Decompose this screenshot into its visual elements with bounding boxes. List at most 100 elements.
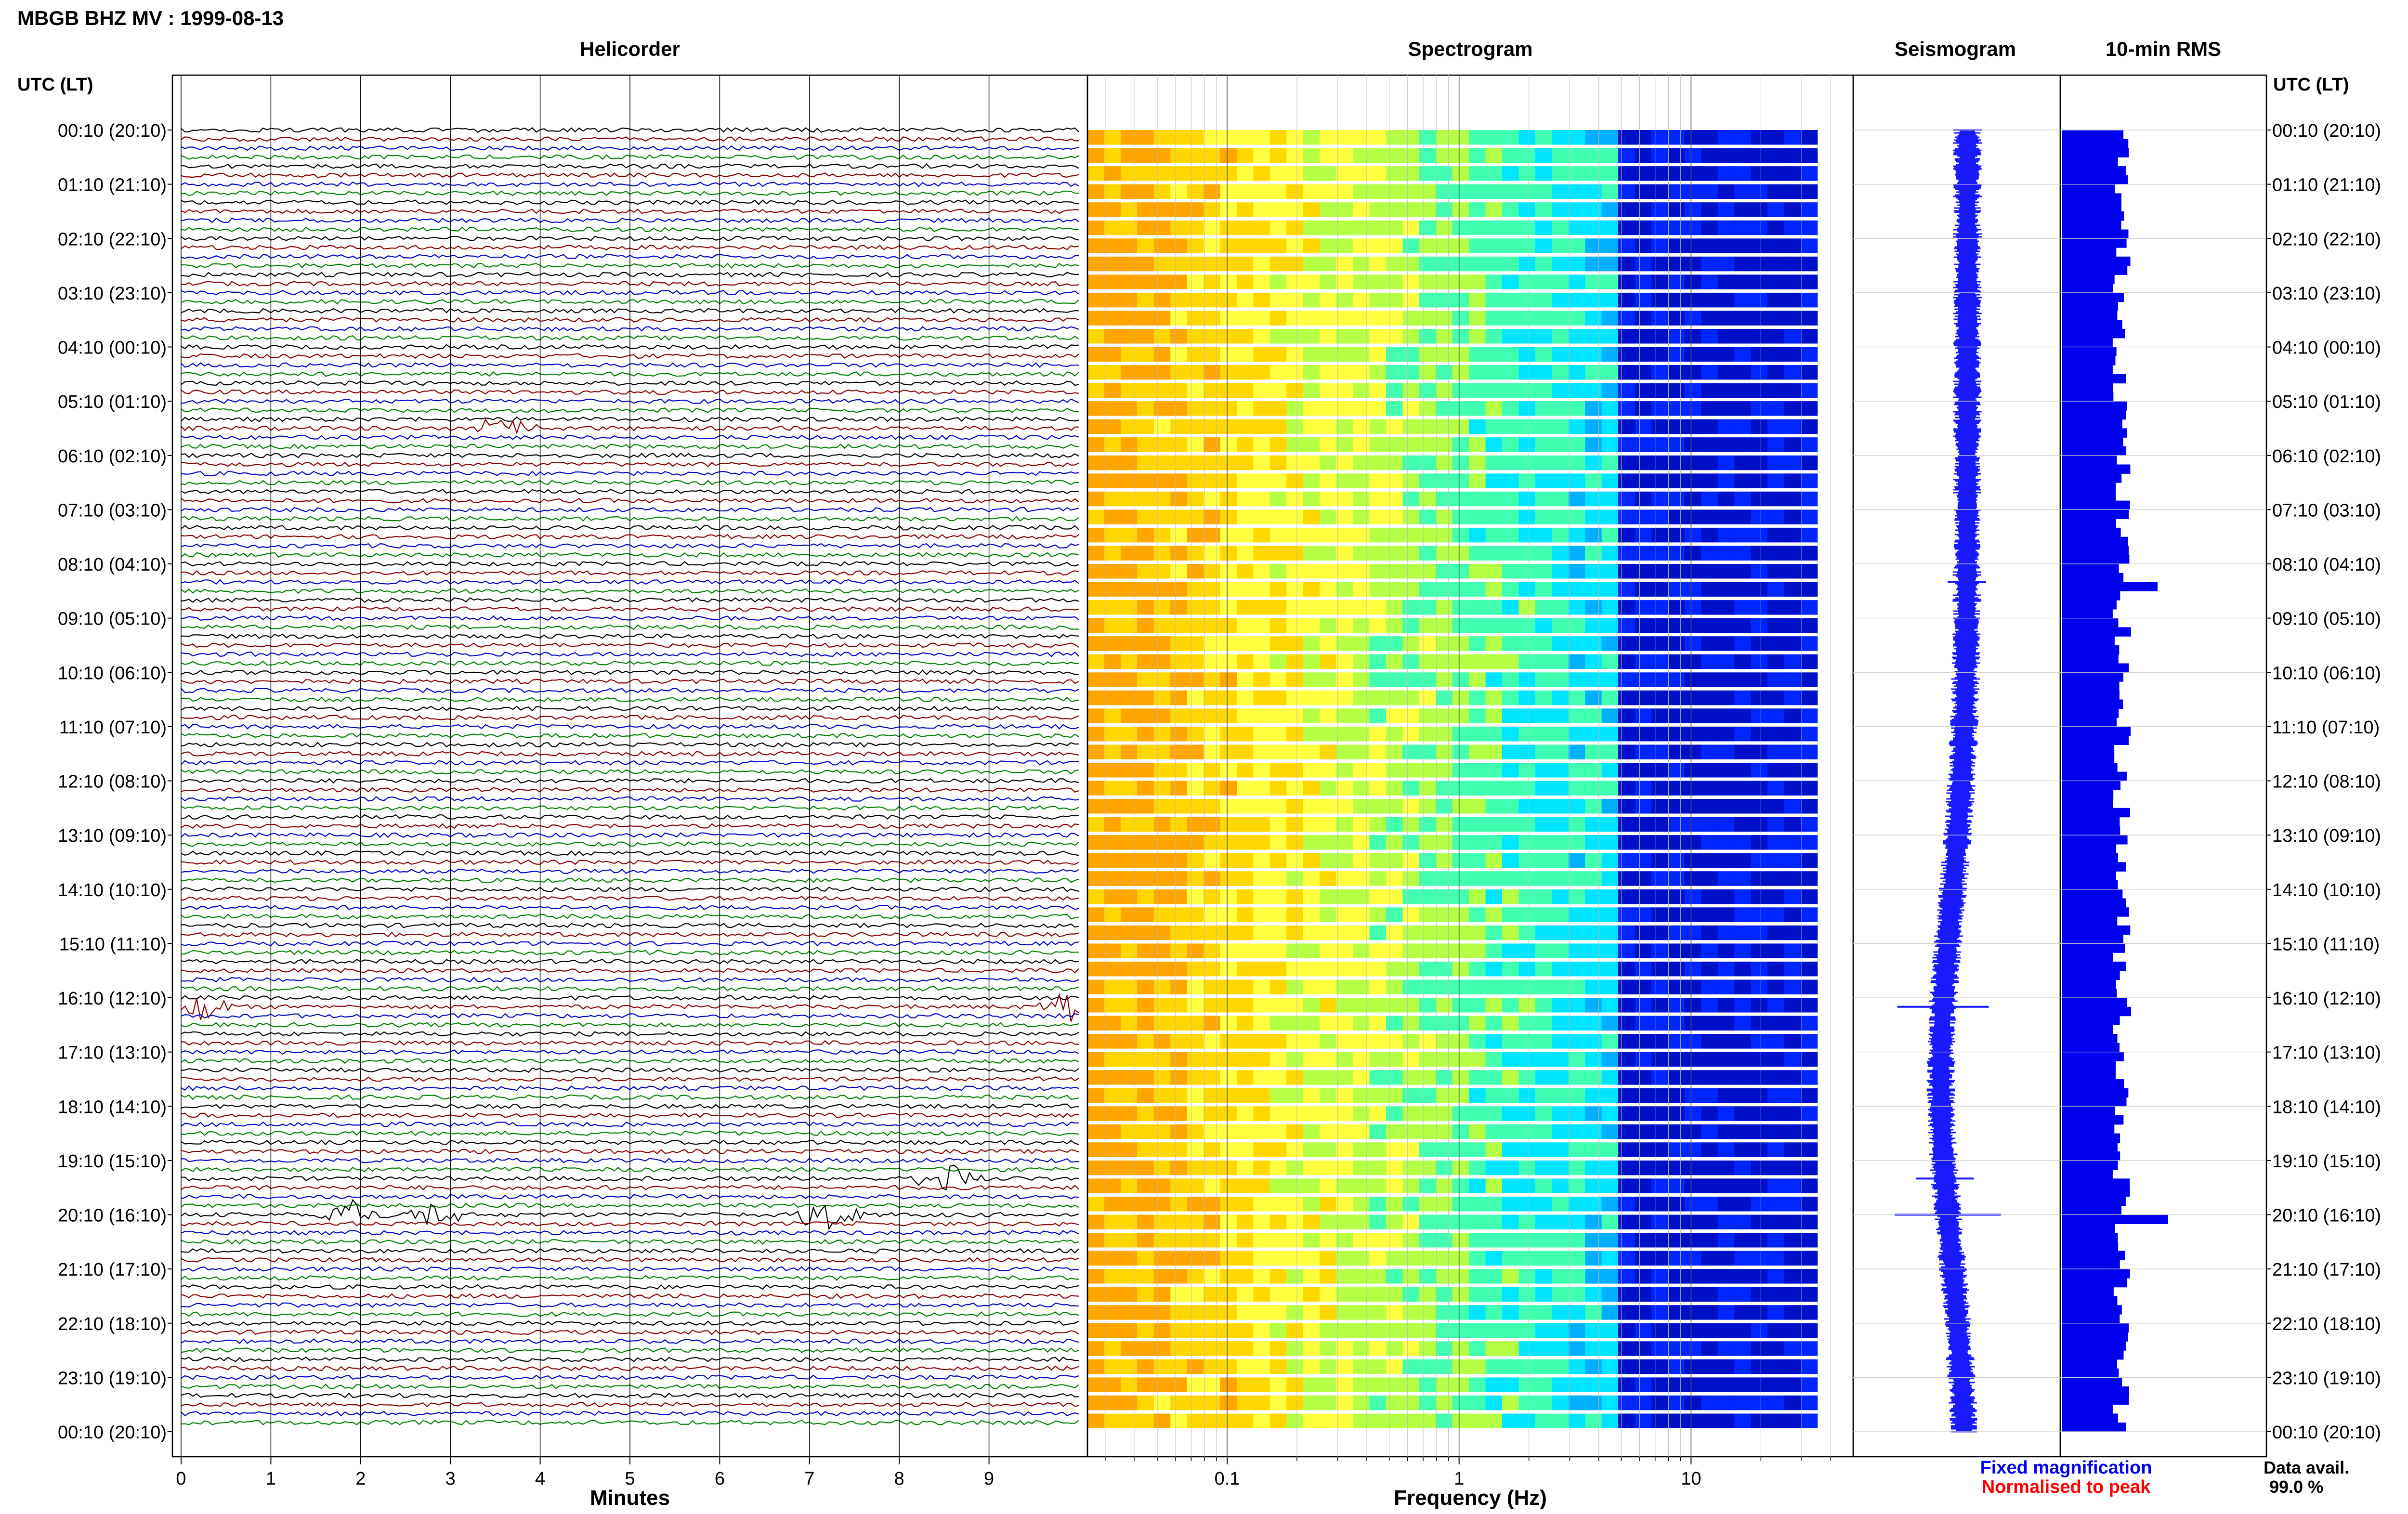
spectrogram-cell	[1204, 401, 1221, 416]
spectrogram-cell	[1137, 1377, 1154, 1392]
spectrogram-cell	[1502, 1395, 1519, 1410]
rms-bar	[2062, 311, 2118, 320]
rms-bar	[2062, 274, 2115, 284]
spectrogram-cell	[1120, 763, 1138, 778]
spectrogram-cell	[1601, 491, 1619, 507]
spectrogram-cell	[1436, 1359, 1453, 1374]
spectrogram-cell	[1286, 708, 1304, 723]
spectrogram-cell	[1204, 1287, 1221, 1302]
helicorder-x-tick-label: 3	[445, 1469, 456, 1489]
spectrogram-cell	[1502, 238, 1519, 253]
spectrogram-cell	[1469, 654, 1486, 669]
spectrogram-cell	[1469, 781, 1486, 796]
spectrogram-cell	[1386, 672, 1403, 687]
spectrogram-cell	[1784, 871, 1801, 886]
spectrogram-cell	[1269, 1106, 1287, 1121]
spectrogram-cell	[1336, 1034, 1353, 1049]
spectrogram-cell	[1485, 292, 1503, 308]
spectrogram-cell	[1535, 274, 1553, 289]
spectrogram-cell	[1386, 437, 1403, 452]
spectrogram-cell	[1436, 437, 1453, 452]
spectrogram-cell	[1751, 1269, 1768, 1284]
spectrogram-cell	[1734, 654, 1752, 669]
rms-bar	[2062, 636, 2115, 646]
spectrogram-cell	[1767, 726, 1785, 742]
spectrogram-cell	[1518, 907, 1536, 922]
spectrogram-cell	[1170, 817, 1188, 832]
spectrogram-cell	[1734, 1305, 1752, 1320]
spectrogram-cell	[1087, 998, 1105, 1013]
spectrogram-cell	[1568, 1377, 1586, 1392]
spectrogram-cell	[1601, 564, 1619, 579]
spectrogram-cell	[1469, 871, 1486, 886]
spectrogram-cell	[1120, 292, 1138, 308]
spectrogram-cell	[1502, 799, 1519, 814]
spectrogram-cell	[1568, 455, 1586, 470]
spectrogram-cell	[1585, 546, 1602, 561]
spectrogram-cell	[1269, 600, 1287, 615]
spectrogram-cell	[1502, 871, 1519, 886]
spectrogram-cell	[1535, 871, 1553, 886]
spectrogram-cell	[1535, 708, 1553, 723]
helicorder-title: Helicorder	[580, 38, 680, 60]
spectrogram-cell	[1087, 455, 1105, 470]
spectrogram-cell	[1320, 256, 1337, 272]
spectrogram-cell	[1751, 256, 1768, 272]
spectrogram-cell	[1320, 835, 1337, 850]
spectrogram-cell	[1436, 961, 1453, 977]
spectrogram-cell	[1402, 781, 1420, 796]
spectrogram-cell	[1784, 618, 1801, 633]
rms-bar	[2062, 1386, 2129, 1396]
spectrogram-cell	[1120, 726, 1138, 742]
spectrogram-cell	[1137, 1016, 1154, 1031]
spectrogram-cell	[1751, 1323, 1768, 1338]
spectrogram-cell	[1568, 961, 1586, 977]
spectrogram-cell	[1402, 274, 1420, 289]
spectrogram-cell	[1668, 1106, 1685, 1121]
rms-bar	[2062, 1404, 2113, 1414]
spectrogram-cell	[1120, 1395, 1138, 1410]
spectrogram-cell	[1651, 401, 1669, 416]
rms-bar	[2062, 1034, 2118, 1044]
spectrogram-cell	[1651, 184, 1669, 199]
rms-bar	[2062, 419, 2122, 429]
rms-bar	[2062, 970, 2120, 980]
spectrogram-cell	[1087, 654, 1105, 669]
spectrogram-cell	[1253, 256, 1270, 272]
spectrogram-cell	[1767, 148, 1785, 163]
spectrogram-cell	[1635, 1142, 1652, 1157]
spectrogram-cell	[1784, 311, 1801, 326]
time-tick-label-left: 11:10 (07:10)	[59, 718, 167, 738]
spectrogram-cell	[1518, 292, 1536, 308]
spectrogram-cell	[1419, 853, 1437, 868]
spectrogram-cell	[1717, 1034, 1735, 1049]
spectrogram-cell	[1717, 1341, 1735, 1356]
spectrogram-cell	[1336, 636, 1353, 651]
spectrogram-cell	[1402, 726, 1420, 742]
spectrogram-cell	[1353, 1233, 1370, 1248]
spectrogram-cell	[1253, 1413, 1270, 1428]
spectrogram-cell	[1187, 781, 1204, 796]
spectrogram-cell	[1137, 961, 1154, 977]
spectrogram-cell	[1153, 1359, 1171, 1374]
spectrogram-cell	[1668, 202, 1685, 217]
spectrogram-cell	[1137, 527, 1154, 543]
spectrogram-cell	[1568, 166, 1586, 181]
spectrogram-cell	[1402, 636, 1420, 651]
spectrogram-cell	[1436, 853, 1453, 868]
spectrogram-cell	[1204, 636, 1221, 651]
spectrogram-cell	[1087, 835, 1105, 850]
spectrogram-cell	[1104, 274, 1121, 289]
spectrogram-cell	[1668, 1034, 1685, 1049]
spectrogram-cell	[1237, 961, 1254, 977]
spectrogram-cell	[1104, 1305, 1121, 1320]
spectrogram-cell	[1286, 763, 1304, 778]
spectrogram-cell	[1734, 1160, 1752, 1175]
spectrogram-cell	[1717, 329, 1735, 344]
spectrogram-cell	[1286, 455, 1304, 470]
spectrogram-cell	[1137, 437, 1154, 452]
spectrogram-cell	[1253, 220, 1270, 235]
spectrogram-cell	[1452, 347, 1470, 362]
spectrogram-cell	[1369, 1052, 1387, 1067]
spectrogram-cell	[1452, 419, 1470, 434]
